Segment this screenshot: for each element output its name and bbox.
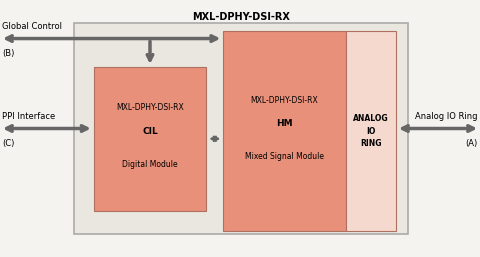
Text: PPI Interface: PPI Interface bbox=[2, 112, 56, 121]
Bar bbox=[346, 31, 396, 231]
Text: HM: HM bbox=[276, 119, 293, 128]
Text: (A): (A) bbox=[465, 139, 478, 148]
Text: Digital Module: Digital Module bbox=[122, 160, 178, 169]
Bar bbox=[94, 67, 206, 211]
Text: MXL-DPHY-DSI-RX: MXL-DPHY-DSI-RX bbox=[251, 96, 318, 105]
Text: Global Control: Global Control bbox=[2, 22, 62, 31]
Text: MXL-DPHY-DSI-RX: MXL-DPHY-DSI-RX bbox=[116, 103, 184, 113]
Text: ANALOG
IO
RING: ANALOG IO RING bbox=[353, 114, 389, 148]
Text: (C): (C) bbox=[2, 139, 15, 148]
Text: Analog IO Ring: Analog IO Ring bbox=[415, 112, 478, 121]
Bar bbox=[74, 23, 408, 234]
Text: Mixed Signal Module: Mixed Signal Module bbox=[245, 152, 324, 161]
Text: (B): (B) bbox=[2, 49, 15, 58]
Bar bbox=[223, 31, 346, 231]
Text: CIL: CIL bbox=[142, 126, 158, 136]
Text: MXL-DPHY-DSI-RX: MXL-DPHY-DSI-RX bbox=[192, 12, 290, 22]
